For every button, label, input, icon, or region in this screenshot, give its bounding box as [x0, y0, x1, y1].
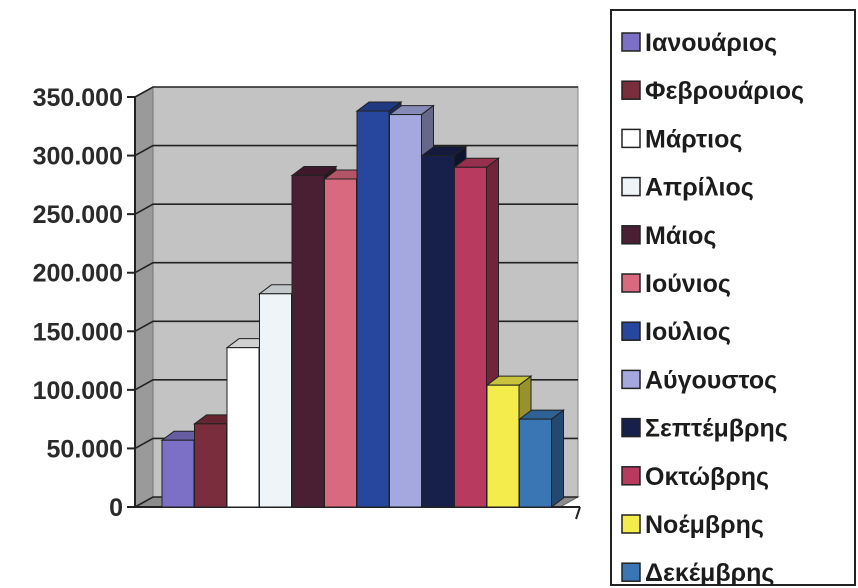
y-tick-label: 150.000 — [33, 318, 123, 346]
legend: Ιανουάριος Φεβρουάριος Μάρτιος Απρίλιος Μάιο… — [610, 9, 856, 587]
legend-label: Ιούλιος — [645, 318, 731, 346]
y-tick-label: 0 — [109, 494, 123, 522]
legend-label: Νοέμβρης — [645, 511, 764, 539]
legend-item: Οκτώβρης — [621, 463, 769, 491]
legend-label: Δεκέμβρης — [645, 559, 774, 587]
legend-item: Δεκέμβρης — [621, 559, 774, 587]
value-axis: 0 50.000 100.000 150.000 200.000 250.000 300.0… — [33, 84, 581, 522]
y-tick-label: 350.000 — [33, 84, 123, 112]
legend-swatch — [621, 176, 641, 197]
legend-label: Σεπτέμβρης — [645, 415, 788, 443]
bars — [160, 101, 565, 508]
legend-item: Ιούνιος — [621, 270, 731, 298]
legend-swatch — [621, 225, 641, 245]
y-tick-label: 200.000 — [33, 260, 123, 288]
y-tick-label: 100.000 — [33, 377, 123, 405]
bar — [518, 409, 565, 508]
legend-swatch — [621, 321, 641, 341]
legend-item: Ιανουάριος — [621, 29, 777, 57]
legend-swatch — [621, 466, 641, 486]
legend-swatch — [621, 80, 641, 100]
legend-item: Απρίλιος — [621, 174, 754, 202]
legend-item: Μάιος — [621, 222, 716, 250]
legend-item: Ιούλιος — [621, 318, 731, 346]
legend-label: Μάιος — [645, 222, 716, 250]
legend-item: Σεπτέμβρης — [621, 415, 788, 443]
y-tick-label: 50.000 — [47, 435, 123, 463]
legend-label: Απρίλιος — [645, 174, 754, 202]
legend-label: Μάρτιος — [645, 125, 742, 153]
legend-label: Ιούνιος — [645, 270, 731, 298]
legend-label: Ιανουάριος — [645, 29, 777, 57]
legend-item: Φεβρουάριος — [621, 77, 804, 105]
y-tick-label: 300.000 — [33, 143, 123, 171]
legend-item: Αύγουστος — [621, 366, 777, 394]
legend-swatch — [621, 273, 641, 293]
legend-label: Αύγουστος — [645, 366, 777, 394]
legend-swatch — [621, 32, 641, 52]
y-tick-label: 250.000 — [33, 201, 123, 229]
legend-label: Οκτώβρης — [645, 463, 769, 491]
legend-box — [610, 9, 856, 586]
legend-swatch — [621, 514, 641, 534]
legend-item: Νοέμβρης — [621, 511, 764, 539]
legend-item: Μάρτιος — [621, 125, 742, 153]
legend-swatch — [621, 562, 641, 582]
legend-label: Φεβρουάριος — [645, 77, 804, 105]
legend-swatch — [621, 417, 641, 438]
legend-swatch — [621, 369, 641, 390]
legend-swatch — [621, 128, 641, 149]
